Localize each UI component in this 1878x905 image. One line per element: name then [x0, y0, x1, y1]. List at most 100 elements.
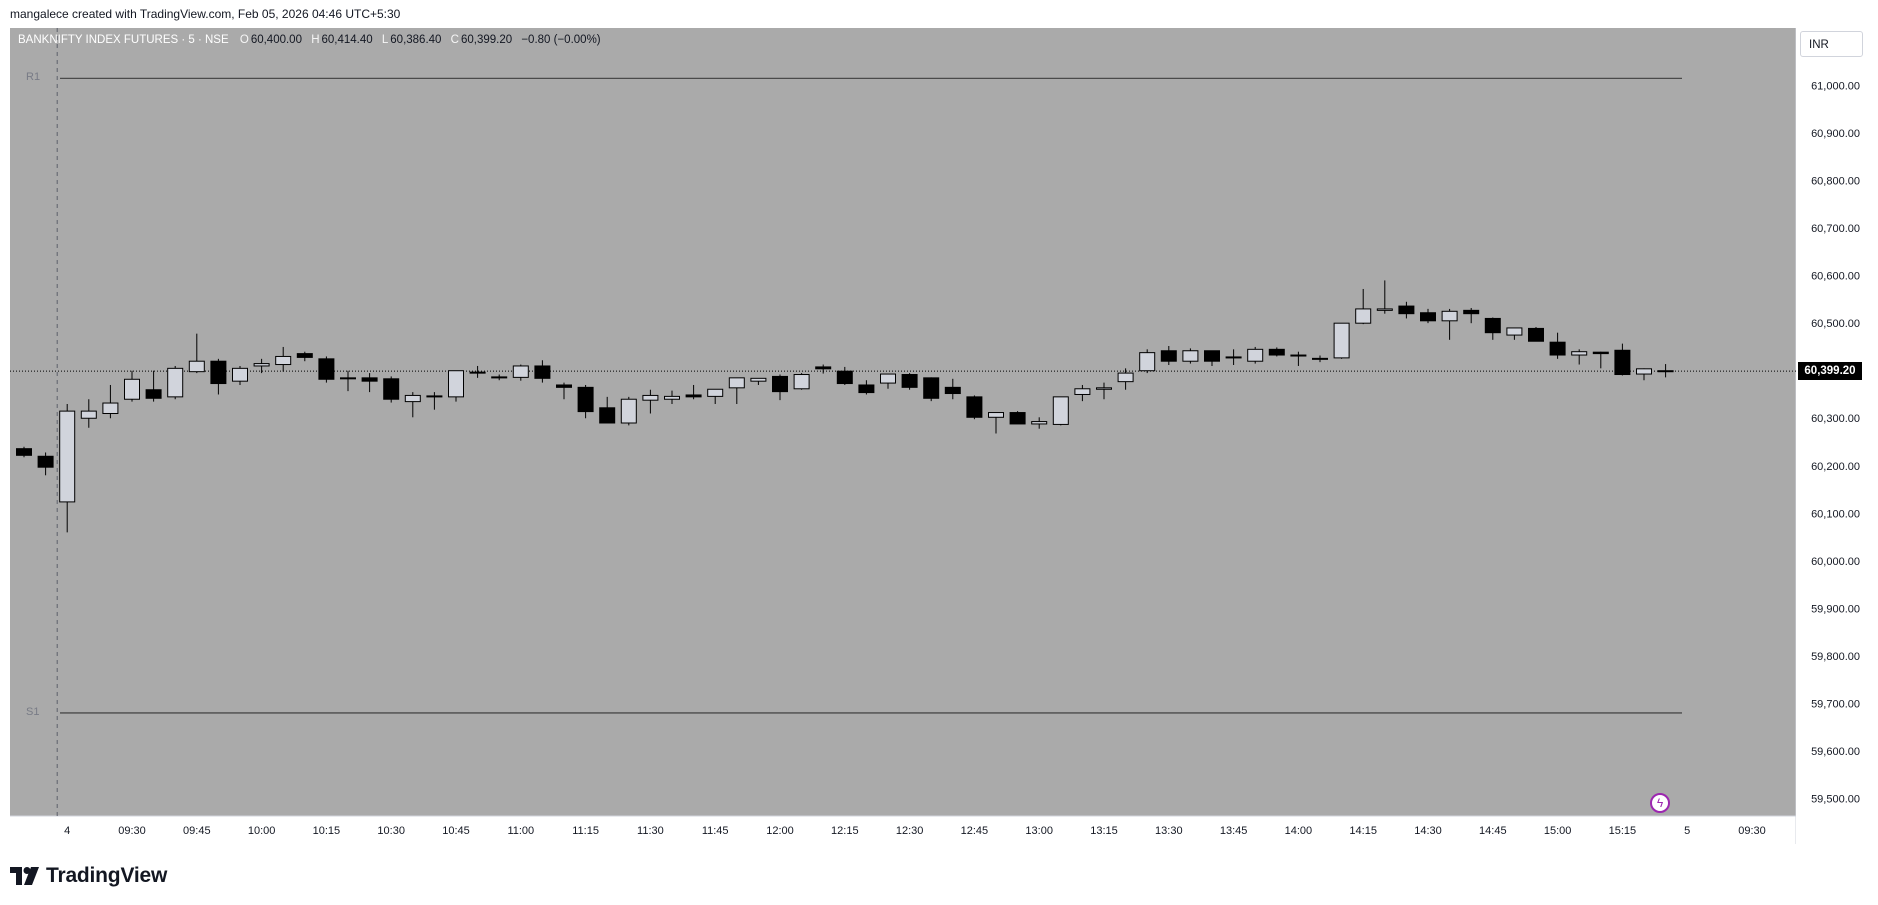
- candle-body-down: [37, 455, 54, 468]
- candle-body-up: [707, 388, 724, 397]
- x-axis: 4 09:30 09:45 10:00 10:15 10:30 10:45 11:00 11:1…: [64, 825, 1766, 837]
- tradingview-logo-icon: [10, 867, 39, 885]
- candlestick-chart[interactable]: 4 09:30 09:45 10:00 10:15 10:30 10:45 11:00 11:1…: [10, 28, 1797, 844]
- candle-body-up: [275, 355, 292, 366]
- candle: [318, 356, 335, 383]
- candle-body-up: [1247, 348, 1264, 362]
- candle-body-down: [1009, 412, 1026, 425]
- currency-button[interactable]: INR: [1800, 31, 1863, 57]
- candle: [361, 373, 378, 393]
- brand-name: TradingView: [46, 864, 168, 887]
- candle-body-up: [426, 395, 443, 398]
- candle: [253, 358, 270, 374]
- candle-body-up: [1355, 308, 1372, 324]
- y-tick-label: 61,000.00: [1811, 81, 1860, 93]
- candle: [1225, 349, 1242, 366]
- candle: [599, 396, 616, 424]
- lightning-icon[interactable]: ϟ: [1650, 793, 1670, 813]
- candle-body-up: [340, 377, 356, 380]
- chart-frame[interactable]: 4 09:30 09:45 10:00 10:15 10:30 10:45 11:00 11:1…: [10, 28, 1797, 844]
- candle-body-up: [1117, 372, 1134, 383]
- candle-body-up: [102, 402, 119, 414]
- candle: [1463, 307, 1480, 324]
- candle-body-up: [1636, 368, 1652, 375]
- candle: [1592, 351, 1609, 369]
- chart-legend: BANKNIFTY INDEX FUTURES · 5 · NSE O 60,40…: [18, 34, 607, 46]
- candle: [1182, 348, 1199, 364]
- candle-body-up: [124, 378, 140, 400]
- y-tick-label: 60,800.00: [1811, 176, 1860, 188]
- x-tick-label: 12:15: [831, 825, 859, 837]
- candle: [1614, 343, 1631, 376]
- candle: [1052, 396, 1069, 426]
- x-tick-label: 10:30: [377, 825, 405, 837]
- candle: [340, 370, 356, 392]
- candle-body-up: [664, 395, 680, 400]
- candle: [1074, 384, 1091, 402]
- candle: [1268, 347, 1285, 357]
- x-tick-label: 10:15: [313, 825, 341, 837]
- y-tick-label: 60,000.00: [1811, 556, 1860, 568]
- candle-body-up: [988, 412, 1004, 418]
- candle-body-down: [1484, 317, 1501, 334]
- candle-body-up: [1376, 308, 1393, 311]
- candle: [1571, 349, 1588, 365]
- y-tick-label: 59,800.00: [1811, 651, 1860, 663]
- candle-body-up: [1290, 354, 1307, 357]
- candle: [988, 412, 1004, 434]
- candle-layer: [16, 280, 1674, 533]
- legend-open-value: 60,400.00: [250, 34, 302, 46]
- candle: [1355, 288, 1372, 325]
- x-tick-label: 14:30: [1414, 825, 1442, 837]
- candle: [1376, 280, 1393, 314]
- candle-body-up: [1333, 322, 1350, 359]
- candle-body-up: [1225, 356, 1242, 359]
- y-tick-label: 60,700.00: [1811, 223, 1860, 235]
- candle-body-up: [232, 367, 248, 382]
- candle-body-up: [1074, 388, 1091, 395]
- y-tick-label: 59,700.00: [1811, 698, 1860, 710]
- candle-body-down: [1398, 305, 1415, 315]
- candle: [1139, 349, 1156, 374]
- candle: [556, 382, 572, 400]
- candle: [1009, 411, 1026, 425]
- tradingview-logo[interactable]: TradingView: [10, 863, 167, 889]
- x-tick-label: 4: [64, 825, 70, 837]
- legend-symbol[interactable]: BANKNIFTY INDEX FUTURES · 5 · NSE: [18, 34, 229, 46]
- plot-area: [10, 28, 1796, 816]
- candle-body-down: [1592, 351, 1609, 355]
- candle-body-up: [167, 367, 184, 398]
- candle-body-up: [448, 370, 464, 398]
- candle-body-down: [1204, 350, 1220, 362]
- candle: [728, 377, 745, 404]
- x-tick-label: 09:30: [118, 825, 146, 837]
- candle: [707, 388, 724, 404]
- candle-body-down: [944, 386, 961, 395]
- candle: [793, 373, 810, 390]
- candle: [37, 452, 54, 476]
- candle: [404, 392, 421, 418]
- candle-body-down: [145, 389, 162, 399]
- candle: [1549, 332, 1566, 359]
- candle-body-down: [1528, 327, 1544, 342]
- candle-body-down: [296, 353, 313, 358]
- x-tick-label: 10:00: [248, 825, 276, 837]
- legend-high-label: H: [311, 34, 320, 46]
- x-tick-label: 13:30: [1155, 825, 1183, 837]
- y-tick-label: 59,500.00: [1811, 793, 1860, 805]
- x-tick-label: 12:30: [896, 825, 924, 837]
- candle: [59, 403, 76, 533]
- candle-body-up: [1441, 310, 1458, 322]
- candle: [750, 377, 767, 385]
- candle-body-down: [361, 377, 378, 382]
- x-tick-label: 11:45: [702, 825, 729, 837]
- candle: [491, 374, 508, 381]
- candle: [858, 380, 875, 395]
- pivot-layer: [60, 77, 1682, 714]
- candle: [1160, 346, 1177, 366]
- candle-body-down: [685, 394, 702, 398]
- y-tick-label: 60,200.00: [1811, 461, 1860, 473]
- pivot-r1-label: R1: [26, 71, 41, 84]
- candle: [1528, 326, 1544, 342]
- candle-body-up: [253, 363, 270, 367]
